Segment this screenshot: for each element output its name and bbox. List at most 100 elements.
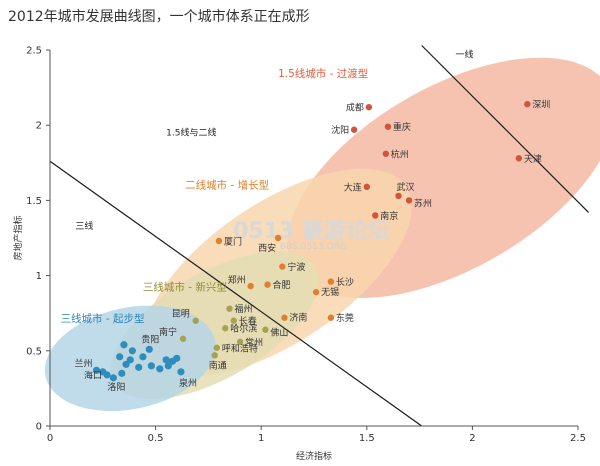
data-point [226,305,233,312]
y-axis-title: 房地产指标 [12,215,24,260]
data-point [405,197,413,204]
data-point [135,363,143,371]
data-point [247,282,254,290]
data-point [384,123,392,130]
watermark-url: BBS.0513.ORG [280,242,347,252]
data-point [116,353,124,361]
data-label: 郑州 [228,274,246,286]
data-point [222,325,229,332]
data-point [524,100,531,108]
y-tick-label: 1.5 [26,196,42,207]
data-point [145,345,153,353]
y-tick-label: 1 [36,271,42,282]
data-label: 济南 [289,312,307,324]
data-label: 泉州 [179,377,197,389]
y-tick-label: 0.5 [26,346,42,357]
data-point [156,365,164,373]
data-point [327,278,335,285]
data-label: 成都 [346,102,364,114]
data-label: 大连 [344,181,362,193]
data-point [350,126,358,133]
data-point [382,150,390,157]
tier-divider-line-2 [49,160,423,427]
data-point [515,155,523,162]
data-point [363,183,370,191]
chart-title: 2012年城市发展曲线图，一个城市体系正在成形 [8,9,310,25]
x-tick-label: 2.5 [570,433,586,444]
data-label: 东莞 [336,312,354,324]
y-tick-label: 0 [36,422,42,433]
data-label: 武汉 [396,181,414,193]
cluster-label-1: 1.5线城市 - 过渡型 [278,67,368,80]
x-tick-label: 0.5 [148,433,164,444]
y-tick-label: 2 [36,121,42,132]
data-point [395,192,402,200]
data-point [312,288,320,296]
data-label: 南宁 [159,326,177,338]
data-label: 海口 [84,369,102,381]
x-tick-label: 0 [47,433,53,444]
data-point [120,341,128,349]
region-label-2: 1.5线与二线 [166,127,216,139]
data-label: 贵阳 [141,333,159,345]
data-point [118,369,126,377]
x-tick-label: 2 [469,433,475,444]
data-label: 昆明 [172,309,190,320]
data-label: 洛阳 [107,381,125,393]
data-point [230,317,237,324]
tier-dividers [49,45,589,427]
cluster-ellipses [44,57,600,412]
data-label: 福州 [235,303,253,315]
data-point [264,281,271,288]
data-point [279,263,286,270]
data-label: 南通 [209,359,227,371]
data-label: 西安 [258,242,276,254]
data-point [213,344,221,351]
x-tick-label: 1 [258,433,264,444]
data-point [128,347,136,355]
data-label: 呼和浩特 [222,342,258,354]
data-point [192,317,199,324]
data-label: 兰州 [74,357,92,369]
data-label: 常州 [245,336,263,348]
data-point [139,353,147,361]
data-point [164,362,172,370]
data-point [327,314,335,321]
data-point [274,234,282,242]
data-point [92,366,101,374]
data-label: 长沙 [336,276,354,288]
data-label: 哈尔滨 [230,323,257,335]
x-tick-label: 1.5 [359,433,375,444]
data-point [215,237,223,245]
data-point [236,338,244,345]
data-point [372,212,379,219]
watermark-logo: 0513 豪游论坛 [233,218,390,244]
data-label: 深圳 [532,100,550,111]
region-label-3: 三线 [75,220,93,232]
axes: 0 0.5 1 1.5 2 2.5 0 0.5 1 1.5 2 2.5 经济指标 房地产指标 [12,46,586,463]
data-point [211,352,218,359]
data-point [177,368,185,376]
data-label: 佛山 [270,327,288,339]
data-label: 苏州 [414,197,432,209]
data-points [92,100,531,382]
cluster-label-2: 二线城市 - 增长型 [185,178,269,191]
data-point [179,335,187,342]
data-point [162,356,170,364]
x-axis-title: 经济指标 [296,450,332,462]
data-label: 天津 [524,154,542,165]
data-label: 重庆 [393,121,411,133]
data-label: 宁波 [287,261,305,273]
data-point [173,354,181,362]
data-label: 厦门 [224,236,242,248]
data-point [262,326,269,333]
y-tick-label: 2.5 [26,46,42,57]
cluster-label-4: 三线城市 - 起步型 [61,312,145,325]
data-label: 沈阳 [331,124,349,136]
region-label-1: 一线 [456,49,474,61]
data-point [126,356,134,364]
data-label: 杭州 [391,148,409,160]
